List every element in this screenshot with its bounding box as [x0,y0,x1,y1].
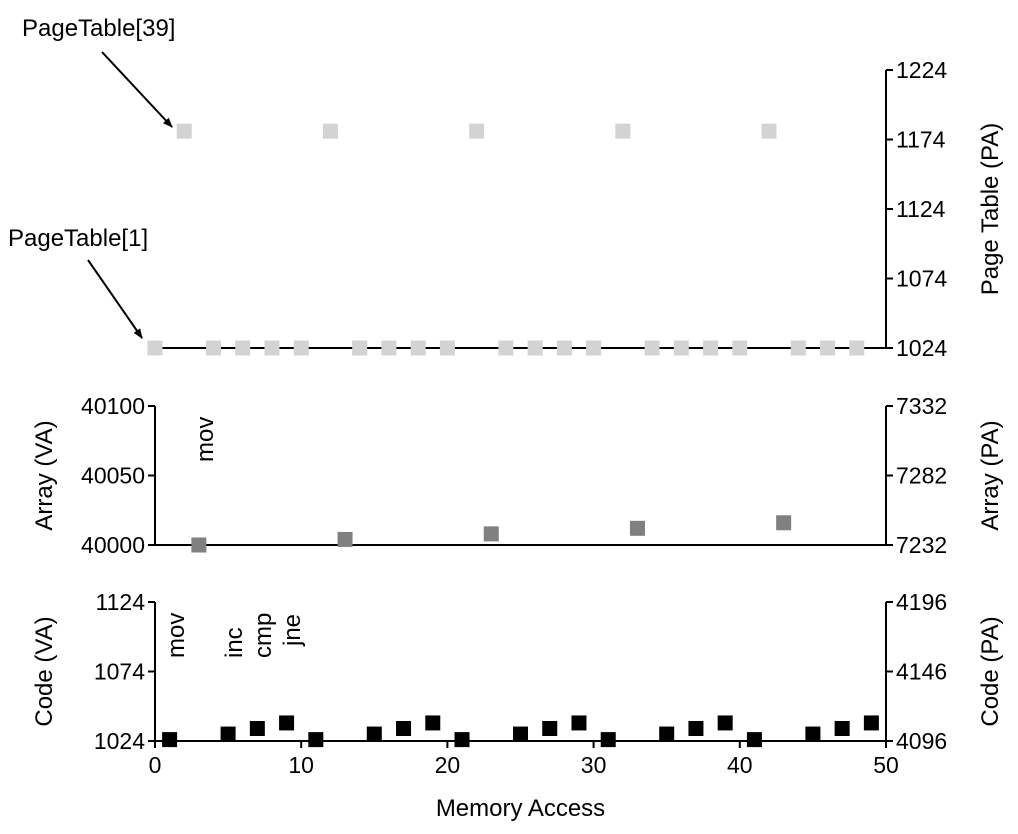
page-table-right-tick-label: 1174 [896,127,946,153]
page-table-point [732,340,748,356]
page-table-point [469,123,485,139]
code-left-tick-label: 1074 [94,659,145,685]
code-point [513,726,528,742]
code-point [366,726,382,742]
code-left-tick-label: 1124 [96,589,146,615]
code-point [425,715,441,731]
page-table-point [322,123,338,139]
page-table-point [352,340,368,356]
array-right-tick-label: 7232 [896,532,947,558]
page-table-right-ylabel: Page Table (PA) [977,123,1004,296]
array-left-ylabel: Array (VA) [31,420,58,530]
code-point [600,732,616,748]
code-point [659,726,675,742]
x-axis-label: Memory Access [436,795,605,822]
x-tick-label: 30 [581,752,607,778]
page-table-point [820,340,836,356]
code-right-ylabel: Code (PA) [977,616,1004,726]
code-point [863,715,879,731]
annotation-pagetable-39: PageTable[39] [22,15,175,42]
page-table-point [673,340,689,356]
x-tick-label: 50 [873,752,899,778]
x-tick-label: 20 [435,752,461,778]
page-table-point [527,340,543,356]
page-table-point [176,123,192,139]
code-point [805,726,821,742]
page-table-point [205,340,221,356]
page-table-point [790,340,806,356]
code-point [717,715,733,731]
array-point [191,537,207,553]
page-table-point [586,340,602,356]
page-table-right-tick-label: 1074 [896,266,947,292]
page-table-point [644,340,660,356]
code-point [162,732,178,748]
page-table-point [293,340,309,356]
page-table-point [264,340,280,356]
array-point [483,526,499,542]
page-table-point [410,340,426,356]
page-table-point [615,123,631,139]
code-point [220,726,236,742]
code-point [454,732,470,748]
code-left-tick-label: 1024 [94,728,145,754]
annotation-arrow-pagetable-39 [101,51,173,128]
annotation-code-jne: jne [279,614,306,647]
page-table-right-tick-label: 1024 [896,335,947,361]
annotation-code-cmp: cmp [250,613,277,658]
annotation-pagetable-1: PageTable[1] [8,225,148,252]
array-left-tick-label: 40000 [81,532,145,558]
array-point [629,520,645,536]
page-table-point [761,123,777,139]
array-point [337,531,353,547]
annotation-layer: PageTable[39] PageTable[1] mov mov inc c… [8,15,306,658]
array-right-tick-label: 7332 [896,393,947,419]
code-left-ylabel: Code (VA) [31,616,58,726]
x-tick-label: 40 [727,752,753,778]
array-left-tick-label: 40100 [81,393,145,419]
page-table-point [147,340,163,356]
page-table-point [703,340,719,356]
code-right-tick-label: 4196 [896,589,947,615]
code-point [308,732,324,748]
page-table-right-tick-label: 1124 [896,196,946,222]
page-table-right-tick-label: 1224 [896,57,947,83]
array-left-tick-label: 40050 [81,463,145,489]
code-point [249,720,265,736]
annotation-code-mov: mov [163,613,190,658]
x-tick-label: 0 [149,752,162,778]
x-tick-label: 10 [288,752,314,778]
annotation-code-inc: inc [221,627,248,658]
code-point [834,720,850,736]
annotation-array-mov: mov [192,417,219,462]
array-point [776,515,792,531]
code-right-tick-label: 4146 [896,659,947,685]
page-table-point [849,340,865,356]
page-table-point [498,340,514,356]
code-point [542,720,558,736]
array-right-ylabel: Array (PA) [977,420,1004,530]
page-table-point [381,340,397,356]
page-table-point [556,340,572,356]
array-right-tick-label: 7282 [896,463,947,489]
page-table-point [235,340,251,356]
annotation-arrow-pagetable-1 [87,259,143,339]
code-point [279,715,295,731]
page-table-point [439,340,455,356]
code-point [396,720,412,736]
code-point [688,720,704,736]
code-right-tick-label: 4096 [896,728,947,754]
code-point [571,715,587,731]
code-point [746,732,762,748]
